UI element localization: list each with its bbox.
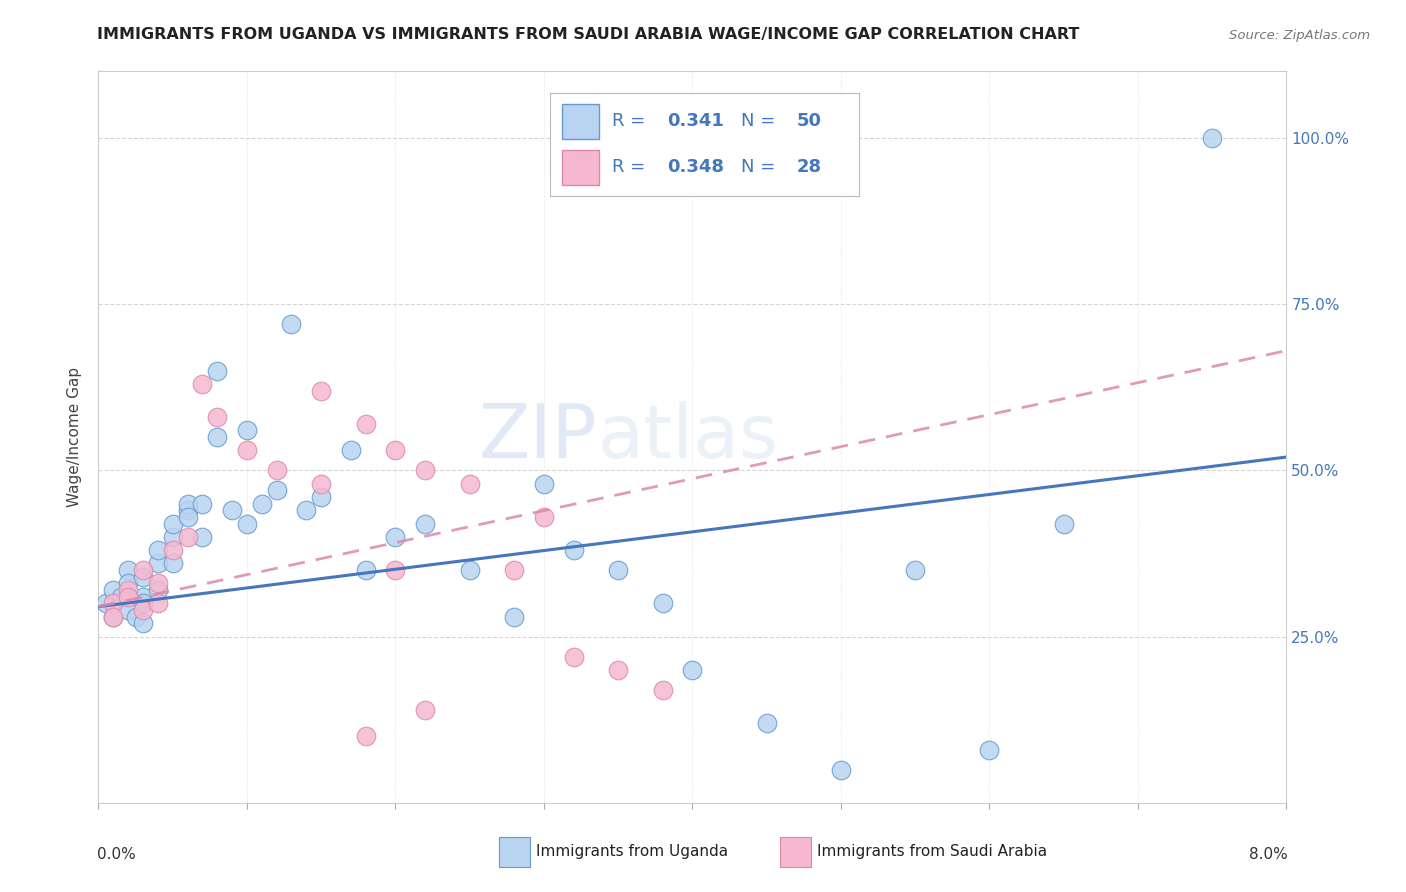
Point xyxy=(221,503,243,517)
Point xyxy=(266,483,288,498)
Point xyxy=(413,463,436,477)
Point xyxy=(103,596,125,610)
Point xyxy=(354,563,377,577)
Point xyxy=(146,596,169,610)
Point xyxy=(110,590,132,604)
Point xyxy=(651,596,673,610)
Point xyxy=(295,503,318,517)
Text: IMMIGRANTS FROM UGANDA VS IMMIGRANTS FROM SAUDI ARABIA WAGE/INCOME GAP CORRELATI: IMMIGRANTS FROM UGANDA VS IMMIGRANTS FRO… xyxy=(97,27,1080,42)
Point xyxy=(191,376,214,391)
Y-axis label: Wage/Income Gap: Wage/Income Gap xyxy=(67,367,83,508)
Point xyxy=(94,596,117,610)
Point xyxy=(413,703,436,717)
Point xyxy=(117,576,139,591)
Point xyxy=(562,543,585,558)
Point xyxy=(682,663,704,677)
Point xyxy=(340,443,363,458)
Point xyxy=(191,497,214,511)
Point xyxy=(1201,131,1223,145)
Text: ZIP: ZIP xyxy=(478,401,598,474)
Point xyxy=(458,476,481,491)
Point xyxy=(176,530,198,544)
Text: atlas: atlas xyxy=(598,401,779,474)
Point xyxy=(562,649,585,664)
Point xyxy=(146,582,169,597)
Point xyxy=(103,609,125,624)
Point xyxy=(280,317,302,331)
Point xyxy=(117,603,139,617)
Point xyxy=(266,463,288,477)
Point xyxy=(132,590,155,604)
Point xyxy=(755,716,778,731)
Point xyxy=(904,563,927,577)
Point xyxy=(132,570,155,584)
Text: Immigrants from Saudi Arabia: Immigrants from Saudi Arabia xyxy=(817,845,1047,859)
Point xyxy=(236,443,259,458)
Text: 0.0%: 0.0% xyxy=(97,847,136,862)
Point xyxy=(250,497,273,511)
Point xyxy=(384,563,406,577)
Point xyxy=(607,663,630,677)
Point xyxy=(207,363,229,377)
Point xyxy=(146,543,169,558)
Point xyxy=(132,616,155,631)
Point xyxy=(162,516,184,531)
Point xyxy=(191,530,214,544)
Point xyxy=(132,603,155,617)
Point xyxy=(236,424,259,438)
Point xyxy=(651,682,673,697)
Point xyxy=(176,509,198,524)
Point xyxy=(103,609,125,624)
Point xyxy=(103,582,125,597)
Point xyxy=(162,557,184,571)
Text: Source: ZipAtlas.com: Source: ZipAtlas.com xyxy=(1229,29,1369,42)
Point xyxy=(354,729,377,743)
Point xyxy=(117,590,139,604)
Point xyxy=(503,563,526,577)
Point xyxy=(132,596,155,610)
Point xyxy=(207,410,229,425)
Point xyxy=(979,742,1001,756)
Point xyxy=(607,563,630,577)
Point xyxy=(503,609,526,624)
Point xyxy=(533,509,555,524)
Point xyxy=(176,503,198,517)
Point xyxy=(207,430,229,444)
Point xyxy=(830,763,852,777)
Point xyxy=(162,543,184,558)
Point xyxy=(146,557,169,571)
Text: 8.0%: 8.0% xyxy=(1249,847,1288,862)
Point xyxy=(309,476,332,491)
Point xyxy=(458,563,481,577)
Point xyxy=(132,563,155,577)
Point xyxy=(413,516,436,531)
Point xyxy=(146,576,169,591)
Point xyxy=(176,497,198,511)
Point xyxy=(124,609,146,624)
Point xyxy=(117,582,139,597)
Point xyxy=(309,384,332,398)
Text: Immigrants from Uganda: Immigrants from Uganda xyxy=(536,845,728,859)
Point xyxy=(1053,516,1076,531)
Point xyxy=(354,417,377,431)
Point xyxy=(533,476,555,491)
Point xyxy=(162,530,184,544)
Point xyxy=(236,516,259,531)
Point xyxy=(384,443,406,458)
Point xyxy=(384,530,406,544)
Point xyxy=(309,490,332,504)
Point xyxy=(117,563,139,577)
